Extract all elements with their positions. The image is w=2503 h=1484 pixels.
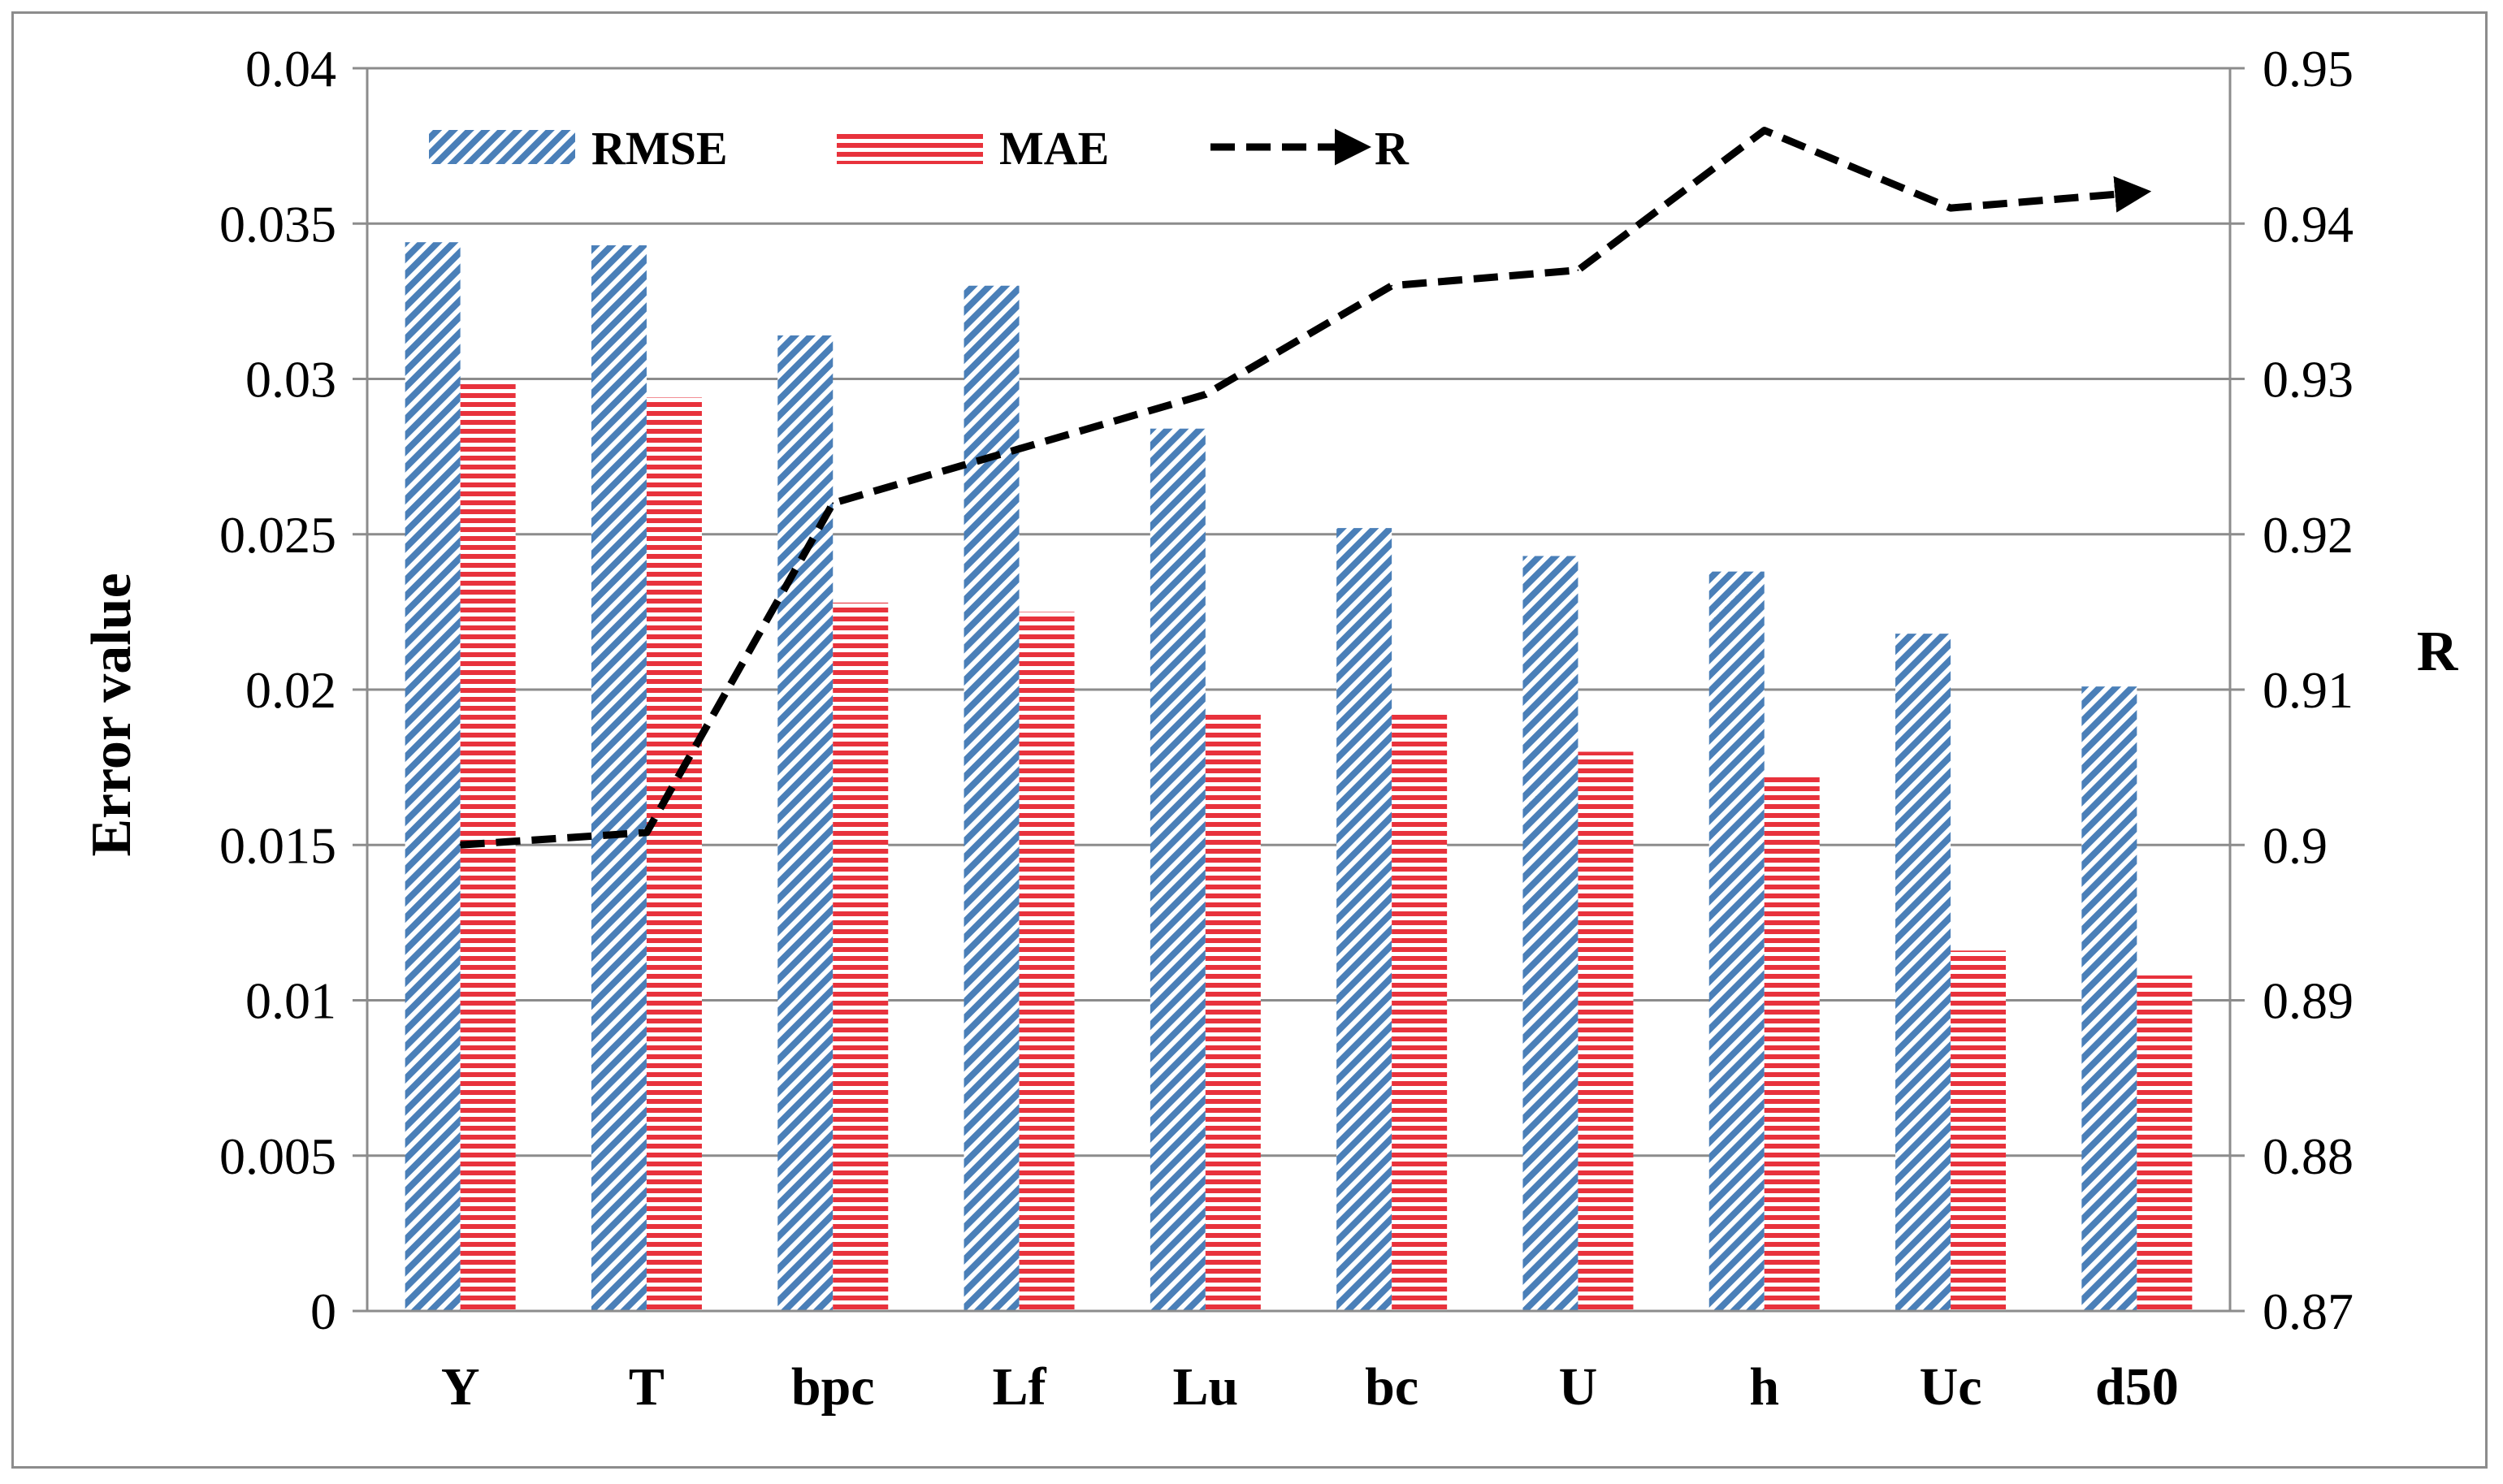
legend: RMSE MAE R (429, 122, 1410, 175)
point-r-h (1763, 129, 1765, 132)
point-r-bpc (832, 502, 834, 504)
y2-tick-label: 0.87 (2263, 1283, 2354, 1340)
bar-rmse-bc (1336, 528, 1392, 1311)
bar-mae-lu (1205, 711, 1261, 1311)
y2-tick-label: 0.91 (2263, 661, 2354, 719)
point-r-lf (1018, 448, 1020, 450)
y-tick-label: 0.02 (245, 661, 336, 719)
point-r-lu (1204, 393, 1206, 396)
bar-rmse-lu (1150, 428, 1206, 1312)
bar-mae-uc (1951, 950, 2007, 1311)
legend-r-label: R (1375, 122, 1410, 175)
bar-rmse-h (1708, 571, 1765, 1311)
bar-mae-t (646, 397, 702, 1312)
bar-mae-h (1764, 773, 1820, 1311)
y2-tick-label: 0.94 (2263, 195, 2354, 253)
bars (405, 242, 2193, 1312)
legend-rmse-label: RMSE (591, 122, 728, 175)
y2-tick-label: 0.9 (2263, 816, 2328, 874)
bar-rmse-lf (964, 285, 1020, 1311)
y2-tick-label: 0.89 (2263, 972, 2354, 1030)
x-tick-label: h (1749, 1357, 1779, 1417)
y-axis-title: Error value (80, 573, 143, 856)
y2-axis-title: R (2417, 621, 2459, 683)
line-r (460, 127, 2152, 849)
x-tick-label: d50 (2095, 1357, 2179, 1417)
bar-rmse-uc (1895, 634, 1951, 1311)
x-tick-label: Y (441, 1357, 480, 1417)
bar-rmse-u (1522, 556, 1578, 1311)
x-tick-label: Lu (1172, 1357, 1238, 1417)
x-tick-label: Uc (1920, 1357, 1982, 1417)
bar-mae-lf (1019, 612, 1075, 1311)
y-tick-label: 0.01 (245, 972, 336, 1030)
point-r-uc (1950, 207, 1952, 210)
y2-tick-label: 0.92 (2263, 506, 2354, 564)
y2-tick-label: 0.93 (2263, 351, 2354, 409)
point-r-t (645, 831, 647, 833)
point-r-u (1577, 269, 1579, 271)
point-r-d50 (2136, 192, 2138, 193)
bar-rmse-bpc (777, 335, 834, 1312)
y2-tick-label: 0.95 (2263, 40, 2354, 97)
x-tick-label: bpc (791, 1357, 875, 1417)
bar-mae-d50 (2137, 975, 2193, 1311)
point-r-bc (1391, 284, 1393, 287)
y-tick-label: 0.005 (219, 1127, 336, 1185)
bar-mae-bpc (833, 602, 889, 1311)
x-tick-label: U (1559, 1357, 1598, 1417)
y-tick-label: 0 (310, 1283, 336, 1340)
x-tick-label: bc (1365, 1357, 1418, 1417)
y2-tick-label: 0.88 (2263, 1127, 2354, 1185)
legend-mae-swatch (837, 130, 983, 164)
legend-mae-label: MAE (999, 122, 1109, 175)
bar-rmse-t (591, 245, 647, 1311)
y-tick-label: 0.015 (219, 816, 336, 874)
x-tick-label: T (629, 1357, 665, 1417)
y-tick-label: 0.04 (245, 40, 336, 97)
y-tick-label: 0.035 (219, 195, 336, 253)
bar-rmse-y (405, 242, 461, 1312)
point-r-y (459, 844, 461, 846)
axes (353, 67, 2245, 1313)
y-tick-label: 0.025 (219, 506, 336, 564)
x-tick-label: Lf (993, 1357, 1047, 1417)
r-line-series (459, 127, 2152, 849)
y-tick-label: 0.03 (245, 351, 336, 409)
bar-mae-bc (1392, 714, 1448, 1311)
tick-labels: 0 0.005 0.01 0.015 0.02 0.025 0.03 0.035 0.04 0.8… (219, 40, 2354, 1340)
bar-rmse-d50 (2081, 686, 2137, 1311)
legend-rmse-swatch (429, 130, 575, 164)
bar-mae-u (1578, 751, 1634, 1311)
